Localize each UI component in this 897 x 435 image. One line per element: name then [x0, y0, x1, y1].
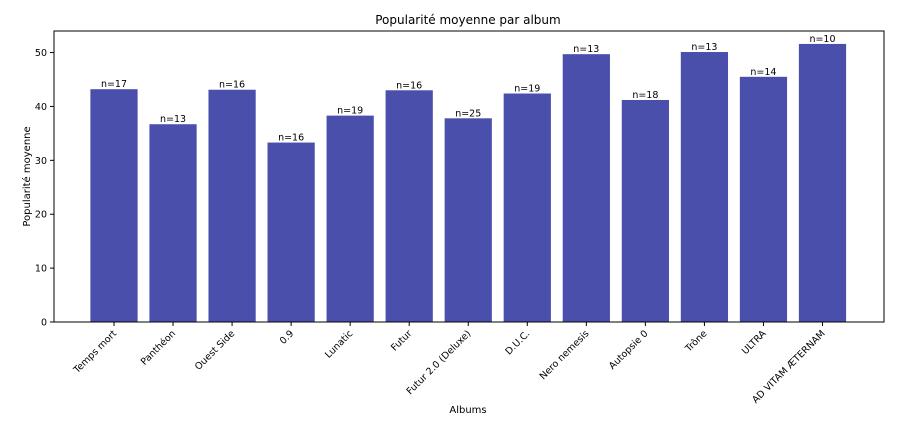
x-tick-label: Autopsie 0 [607, 328, 651, 372]
bar [562, 54, 610, 323]
bar-count-label: n=16 [278, 133, 304, 144]
plot-frame [53, 30, 885, 323]
bar-labels-layer: n=17 n=13 n=16 n=16 n=19 n=16 n=25 n=19 n=13 n=18… [101, 34, 836, 144]
y-tick-label: 0 [41, 318, 47, 329]
bar-count-label: n=19 [514, 84, 540, 95]
y-axis: 0 10 20 30 40 50 [35, 48, 54, 329]
bar [444, 118, 492, 322]
bar [149, 124, 197, 322]
bar [739, 76, 788, 322]
x-tick-label: Lunatic [323, 328, 355, 360]
bar [326, 115, 374, 322]
bar-count-label: n=17 [101, 79, 127, 90]
y-tick-label: 10 [35, 264, 47, 275]
y-tick-label: 30 [35, 156, 47, 167]
bar-count-label: n=10 [809, 34, 835, 45]
y-axis-label: Popularité moyenne [21, 126, 33, 226]
bar-count-label: n=13 [691, 42, 717, 53]
bar [90, 89, 138, 322]
bar-count-label: n=16 [396, 80, 422, 91]
x-tick-label: Trône [683, 328, 710, 355]
bar-count-label: n=13 [573, 44, 599, 55]
x-tick-label: Futur [389, 328, 414, 353]
y-tick-label: 40 [35, 102, 47, 113]
bar-count-label: n=25 [455, 108, 481, 119]
x-tick-label: Panthéon [139, 328, 178, 367]
x-tick-label: Ouest Side [193, 328, 237, 372]
x-tick-label: Nero nemesis [538, 328, 592, 382]
bar [267, 142, 315, 322]
bar [680, 52, 729, 323]
bar [798, 43, 847, 323]
y-tick-label: 50 [35, 48, 47, 59]
bar [208, 89, 256, 323]
y-tick-label: 20 [35, 210, 47, 221]
chart-title: Popularité moyenne par album [375, 13, 560, 27]
bar-count-label: n=13 [160, 114, 186, 125]
bar-count-label: n=18 [632, 90, 658, 101]
x-tick-label: D.U.C. [503, 328, 532, 357]
bar-count-label: n=14 [750, 67, 776, 78]
x-tick-label: Futur 2.0 (Deluxe) [405, 328, 474, 397]
x-axis: Temps mort Panthéon Ouest Side 0.9 Lunatic Fu… [71, 322, 828, 406]
bar-count-label: n=19 [337, 106, 363, 117]
bars-layer [90, 43, 847, 323]
x-tick-label: ULTRA [740, 328, 769, 357]
bar [385, 90, 433, 322]
x-tick-label: 0.9 [278, 328, 296, 346]
x-tick-label: Temps mort [71, 328, 119, 376]
bar [621, 99, 669, 322]
x-axis-label: Albums [449, 405, 486, 416]
bar [503, 93, 551, 322]
bar-count-label: n=16 [219, 80, 245, 91]
